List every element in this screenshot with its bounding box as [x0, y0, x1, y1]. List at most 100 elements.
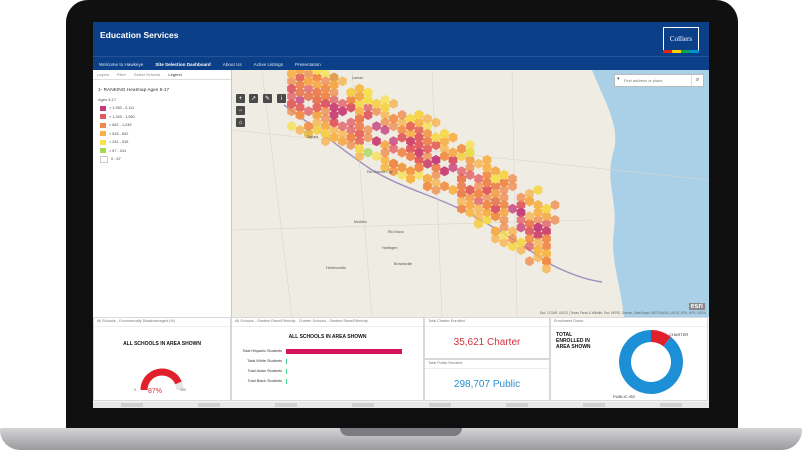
heatmap-hex: [312, 72, 322, 83]
donut-slice[interactable]: [650, 330, 671, 347]
tab-charter-schools[interactable]: Charter Schools - Student Race/Ethnicity: [298, 319, 368, 323]
heatmap-hex: [414, 117, 424, 128]
panel-tab[interactable]: Select Schools: [133, 72, 161, 77]
heatmap-hex: [304, 83, 313, 94]
heatmap-hex: [516, 215, 526, 225]
gauge-max: 100: [180, 388, 186, 392]
heatmap-hex: [321, 136, 330, 147]
heatmap-map[interactable]: + − ⌂ ↗ ✎ i ▾ ⌕ Laredo Zapata Rio Grande C…: [232, 70, 709, 317]
public-enrolled-value: 298,707 Public: [453, 379, 521, 390]
measure-tool-button[interactable]: ↗: [249, 94, 258, 103]
donut-slice[interactable]: [619, 330, 683, 394]
heatmap-hex: [423, 113, 432, 124]
tab-all-schools[interactable]: All Schools - Student Race/Ethnicity: [235, 319, 296, 323]
heatmap-hex: [287, 70, 296, 79]
colliers-logo[interactable]: Colliers: [663, 27, 699, 51]
card-header: Total Public Enrolled: [425, 360, 549, 369]
heatmap-hex: [533, 230, 543, 240]
heatmap-hex: [482, 207, 492, 218]
card-header: All Schools - Economically Disadvantaged…: [94, 318, 230, 327]
heatmap-hex: [295, 70, 305, 75]
nav-item[interactable]: About Us: [222, 61, 242, 67]
heatmap-hex: [499, 177, 509, 188]
heatmap-hex: [499, 222, 509, 233]
heatmap-hex: [491, 166, 500, 177]
heatmap-hex: [397, 132, 407, 143]
panel-tab[interactable]: Legend: [168, 72, 182, 77]
address-search-input[interactable]: [624, 76, 688, 84]
heatmap-hex: [499, 192, 509, 203]
heatmap-hex: [542, 218, 551, 229]
heatmap-hex: [482, 177, 492, 188]
legend-subtitle: Ages 5-17: [98, 97, 117, 102]
heatmap-hex: [304, 121, 313, 132]
bar-row: Total White Students: [236, 358, 406, 365]
heatmap-hex: [533, 222, 543, 233]
heatmap-hex: [321, 113, 330, 124]
address-search[interactable]: ▾ ⌕: [614, 74, 704, 87]
heatmap-hex: [465, 170, 475, 180]
dashboard-cards: All Schools - Economically Disadvantaged…: [93, 317, 709, 408]
draw-tool-button[interactable]: ✎: [263, 94, 272, 103]
bar[interactable]: [286, 359, 288, 364]
bar[interactable]: [286, 369, 287, 374]
heatmap-hex: [397, 110, 407, 120]
heatmap-hex: [355, 83, 364, 94]
heatmap-hex: [380, 117, 390, 128]
panel-tab[interactable]: Filter: [117, 72, 126, 77]
legend-title: 1- RANKING Heatmap Ages 5-17: [98, 88, 170, 93]
zoom-in-button[interactable]: +: [236, 94, 245, 103]
heatmap-hex: [355, 128, 364, 139]
heatmap-hex: [474, 196, 483, 207]
nav-item[interactable]: Presentation: [295, 61, 321, 67]
heatmap-hex: [516, 207, 526, 218]
heatmap-hex: [329, 87, 339, 98]
search-icon[interactable]: ⌕: [691, 75, 703, 86]
heatmap-hex: [457, 151, 466, 162]
heatmap-hex: [491, 211, 500, 222]
heatmap-hex: [295, 87, 305, 98]
heatmap-hex: [312, 102, 322, 113]
nav-item[interactable]: Welcome to Hawkeye: [99, 61, 144, 67]
bar[interactable]: [286, 349, 402, 354]
heatmap-hex: [457, 173, 466, 184]
legend-row: > 515 - 842: [100, 130, 231, 139]
heatmap-hex: [542, 211, 551, 222]
heatmap-hex: [465, 192, 475, 203]
zoom-out-button[interactable]: −: [236, 106, 245, 115]
esri-logo: esri: [688, 303, 705, 310]
footer-tile: [505, 403, 528, 407]
legend-label: > 515 - 842: [109, 131, 129, 136]
heatmap-hex: [312, 80, 322, 90]
heatmap-hex: [533, 245, 543, 255]
heatmap-hex: [389, 98, 398, 109]
panel-tab[interactable]: Layers: [97, 72, 110, 77]
info-button[interactable]: i: [277, 94, 286, 103]
nav-item[interactable]: Active Listings: [253, 61, 284, 67]
heatmap-hex: [457, 181, 466, 192]
heatmap-hex: [312, 117, 322, 128]
search-source-dropdown-icon[interactable]: ▾: [617, 76, 620, 82]
heatmap-hex: [306, 70, 311, 72]
app-title: Education Services: [100, 30, 179, 40]
heatmap-hex: [533, 215, 543, 225]
legend-label: 0 - 67: [111, 157, 121, 162]
heatmap-hex: [508, 233, 517, 244]
bar[interactable]: [286, 379, 287, 384]
nav-item[interactable]: Site Selection Dashboard: [155, 61, 211, 67]
heatmap-hex: [380, 110, 390, 120]
heatmap-hex: [482, 215, 492, 225]
heatmap-hex: [295, 125, 305, 135]
heatmap-hex: [516, 222, 526, 233]
heatmap-hex: [448, 155, 458, 165]
heatmap-hex: [474, 173, 483, 184]
heatmap-hex: [516, 245, 526, 255]
legend-row: > 1,930 - 2,111: [100, 104, 231, 113]
heatmap-hex: [304, 70, 313, 79]
heatmap-hex: [465, 162, 475, 173]
home-button[interactable]: ⌂: [236, 118, 245, 127]
heatmap-hex: [355, 151, 364, 162]
heatmap-hex: [423, 121, 432, 132]
heatmap-hex: [423, 151, 432, 162]
heatmap-hex: [380, 95, 390, 105]
